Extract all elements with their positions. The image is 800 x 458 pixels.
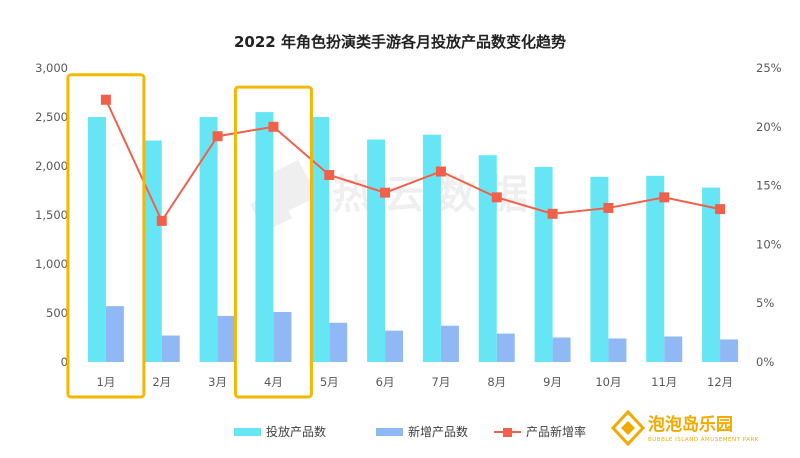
y-right-tick-label: 15% xyxy=(756,179,782,193)
bar-new-4 xyxy=(273,312,292,362)
y-left-tick-label: 0 xyxy=(61,355,68,369)
line-path xyxy=(105,99,721,223)
y-left-tick-label: 500 xyxy=(46,306,68,320)
legend-label: 产品新增率 xyxy=(526,424,586,439)
x-tick-label: 12月 xyxy=(707,375,733,389)
x-tick-label: 7月 xyxy=(432,375,451,389)
x-tick-label: 5月 xyxy=(320,375,339,389)
logo: 泡泡岛乐园 BUBBLE ISLAND AMUSEMENT PARK xyxy=(610,409,759,447)
line-point-6 xyxy=(380,187,391,198)
legend-marker xyxy=(503,428,512,437)
bar-total-1 xyxy=(87,117,106,362)
x-tick-label: 8月 xyxy=(487,375,506,389)
legend-swatch xyxy=(376,428,403,436)
x-tick-label: 10月 xyxy=(595,375,621,389)
y-right-tick-label: 20% xyxy=(756,120,782,134)
x-tick-label: 6月 xyxy=(376,375,395,389)
bar-total-10 xyxy=(590,176,609,362)
line-point-12 xyxy=(715,204,726,215)
legend-item-1: 投放产品数 xyxy=(234,424,326,439)
bar-new-5 xyxy=(329,322,348,362)
right-axis: 0% 5% 10% 15% 20% 25% xyxy=(756,61,782,369)
bar-new-8 xyxy=(496,333,515,362)
x-tick-label: 2月 xyxy=(152,375,171,389)
x-axis: 1月 2月 3月 4月 5月 6月 7月 8月 9月 10月 11月 12月 xyxy=(97,375,734,389)
legend: 投放产品数 新增产品数 产品新增率 xyxy=(234,424,586,439)
x-tick-label: 11月 xyxy=(651,375,677,389)
line-point-5 xyxy=(324,170,335,181)
logo-main-text: 泡泡岛乐园 xyxy=(648,414,733,435)
highlight-box-4 xyxy=(233,85,313,399)
highlight-boxes xyxy=(66,73,313,399)
bar-new-10 xyxy=(608,338,627,362)
bars xyxy=(87,112,739,362)
bar-total-7 xyxy=(422,134,441,362)
bar-new-1 xyxy=(105,306,124,362)
left-axis: 0 500 1,000 1,500 2,000 2,500 3,000 xyxy=(35,61,68,369)
legend-label: 新增产品数 xyxy=(408,424,468,439)
bar-new-7 xyxy=(440,325,459,362)
logo-icon xyxy=(610,409,646,447)
line-point-2 xyxy=(156,215,167,226)
legend-item-2: 新增产品数 xyxy=(376,424,468,439)
bar-total-4 xyxy=(255,112,274,362)
bar-total-3 xyxy=(199,117,218,362)
bar-new-11 xyxy=(664,336,683,362)
y-left-tick-label: 3,000 xyxy=(35,61,68,75)
bar-total-6 xyxy=(367,139,386,362)
legend-swatch xyxy=(234,428,261,436)
y-right-tick-label: 0% xyxy=(756,355,774,369)
bar-total-2 xyxy=(143,140,162,362)
logo-sub-text: BUBBLE ISLAND AMUSEMENT PARK xyxy=(648,437,759,443)
bar-total-8 xyxy=(478,155,497,362)
line-series xyxy=(100,94,726,226)
x-tick-label: 1月 xyxy=(97,375,116,389)
bar-total-5 xyxy=(311,117,330,362)
y-right-tick-label: 5% xyxy=(756,296,774,310)
line-point-7 xyxy=(435,166,446,177)
legend-label: 投放产品数 xyxy=(266,424,326,439)
bar-new-3 xyxy=(217,315,236,362)
bar-new-12 xyxy=(720,339,739,362)
x-tick-label: 3月 xyxy=(208,375,227,389)
y-right-tick-label: 25% xyxy=(756,61,782,75)
bar-total-11 xyxy=(646,175,665,362)
bar-new-2 xyxy=(161,335,180,362)
chart-title: 2022 年角色扮演类手游各月投放产品数变化趋势 xyxy=(234,33,566,51)
y-right-tick-label: 10% xyxy=(756,237,782,251)
y-left-tick-label: 1,000 xyxy=(35,257,68,271)
bar-new-9 xyxy=(552,337,571,362)
y-left-tick-label: 2,000 xyxy=(35,159,68,173)
line-point-10 xyxy=(603,202,614,213)
line-point-9 xyxy=(547,208,558,219)
bar-total-9 xyxy=(534,166,553,362)
legend-item-3: 产品新增率 xyxy=(494,424,586,439)
bar-new-6 xyxy=(385,330,404,362)
x-tick-label: 4月 xyxy=(264,375,283,389)
x-tick-label: 9月 xyxy=(543,375,562,389)
bar-total-12 xyxy=(702,187,721,362)
line-point-11 xyxy=(659,192,670,203)
y-left-tick-label: 2,500 xyxy=(35,110,68,124)
line-point-1 xyxy=(100,94,111,105)
y-left-tick-label: 1,500 xyxy=(35,208,68,222)
line-point-8 xyxy=(491,192,502,203)
line-point-4 xyxy=(268,121,279,132)
line-point-3 xyxy=(212,131,223,142)
highlight-box-1 xyxy=(66,73,146,399)
